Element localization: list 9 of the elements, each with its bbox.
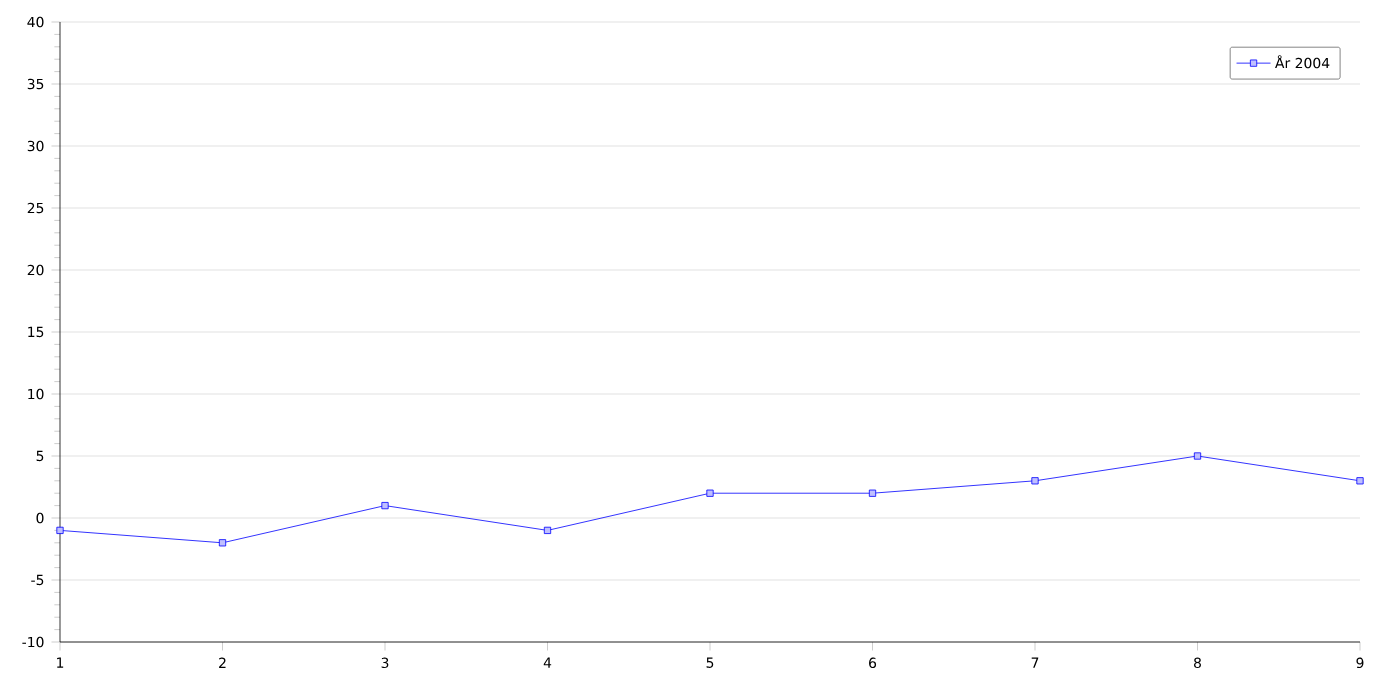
point [218,539,227,547]
point [868,489,877,497]
point [706,489,714,497]
point [1356,477,1364,485]
point [543,526,552,534]
point [56,526,64,534]
point [1031,477,1039,485]
point [1193,452,1202,460]
point [381,502,389,510]
